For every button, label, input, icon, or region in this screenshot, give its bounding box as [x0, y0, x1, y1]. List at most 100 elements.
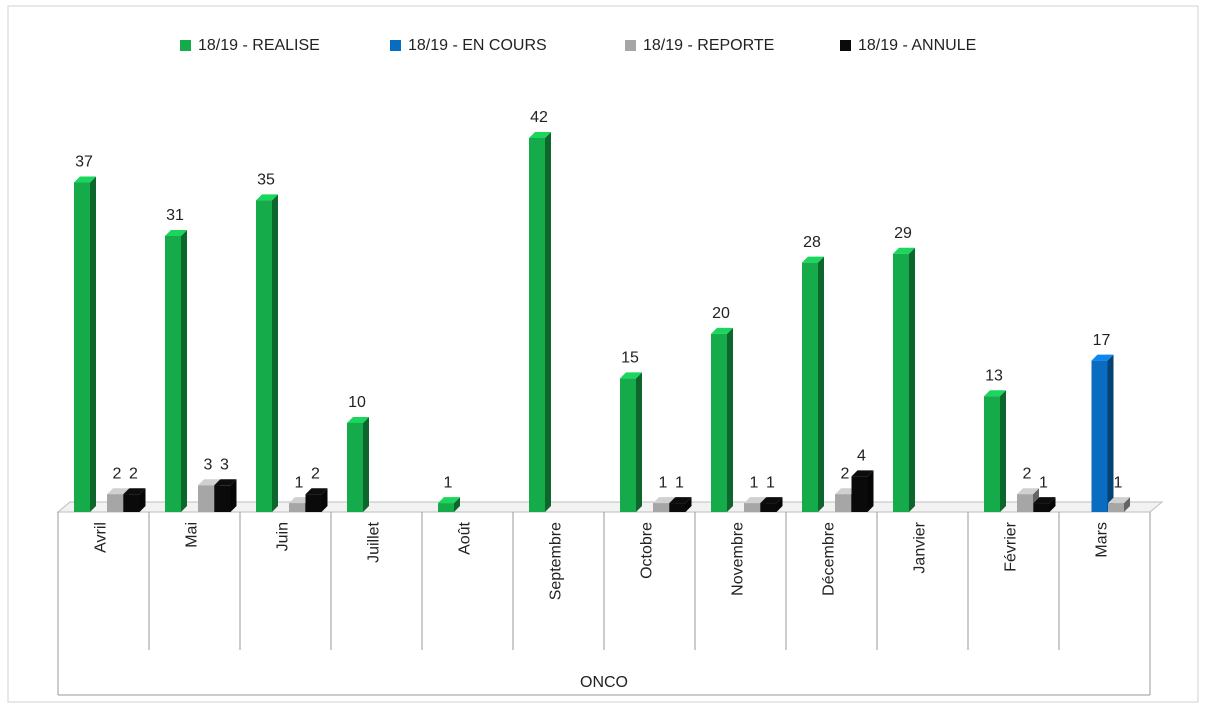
bar-top: [214, 479, 237, 486]
bar: [214, 479, 237, 512]
legend-swatch: [625, 40, 636, 51]
bar-side: [1049, 497, 1056, 512]
bar-top: [438, 497, 460, 504]
bar-front: [305, 494, 322, 512]
bar-top: [256, 194, 278, 201]
legend-label: 18/19 - EN COURS: [408, 37, 547, 54]
bar-side: [818, 256, 824, 512]
bar-top: [123, 488, 146, 495]
bar-side: [321, 488, 328, 512]
bar: [711, 327, 733, 512]
bar: [256, 194, 278, 513]
x-tick-label: Décembre: [821, 522, 838, 596]
value-label: 2: [113, 465, 122, 482]
bar-front: [123, 494, 140, 512]
value-label: 20: [712, 305, 730, 322]
bar-top: [305, 488, 328, 495]
bar-front: [1017, 494, 1033, 512]
bar-top: [165, 229, 187, 236]
bar: [984, 390, 1006, 512]
legend-label: 18/19 - ANNULE: [858, 37, 976, 54]
x-tick-label: Août: [457, 521, 474, 554]
value-label: 3: [220, 457, 229, 474]
bar-top: [1017, 488, 1039, 495]
bar-top: [893, 247, 915, 254]
bar-top: [198, 479, 220, 486]
bar-front: [256, 200, 272, 513]
legend-label: 18/19 - REALISE: [198, 37, 320, 54]
x-tick-label: Janvier: [912, 521, 929, 573]
bar-top: [1033, 497, 1056, 504]
bar-top: [760, 497, 783, 504]
bar-front: [347, 422, 363, 512]
legend-swatch: [390, 40, 401, 51]
value-label: 1: [1114, 474, 1123, 491]
bar-side: [685, 497, 692, 512]
group-label: ONCO: [580, 674, 628, 691]
bar-side: [454, 497, 460, 512]
x-tick-label: Septembre: [548, 522, 565, 600]
chart-border: [7, 5, 1199, 703]
x-tick-label: Mai: [184, 522, 201, 548]
bar: [438, 497, 460, 512]
value-label: 1: [444, 474, 453, 491]
bar-front: [289, 503, 305, 512]
value-label: 2: [841, 465, 850, 482]
bar-top: [620, 372, 642, 379]
bar-front: [744, 503, 760, 512]
bar: [123, 488, 146, 512]
bar: [851, 470, 874, 512]
x-tick-label: Juillet: [366, 521, 383, 562]
bar: [802, 256, 824, 512]
value-label: 31: [166, 207, 184, 224]
bar-top: [984, 390, 1006, 397]
bar-side: [139, 488, 146, 512]
bar-top: [711, 327, 733, 334]
bar-front: [1108, 503, 1124, 512]
x-tick-label: Février: [1003, 521, 1020, 571]
bar-side: [363, 416, 369, 512]
value-label: 15: [621, 350, 639, 367]
value-label: 3: [204, 457, 213, 474]
bar-front: [74, 182, 90, 512]
bar-front: [620, 378, 636, 512]
bar-top: [1108, 497, 1130, 504]
bar: [529, 132, 551, 512]
bar-front: [984, 396, 1000, 512]
value-label: 37: [75, 154, 93, 171]
value-label: 4: [857, 448, 866, 465]
bar-top: [669, 497, 692, 504]
bar: [620, 372, 642, 512]
value-label: 1: [659, 474, 668, 491]
x-tick-label: Avril: [93, 522, 110, 553]
bar-side: [272, 194, 278, 513]
value-label: 1: [1039, 474, 1048, 491]
bar-front: [529, 138, 545, 512]
value-label: 1: [295, 474, 304, 491]
bar: [1033, 497, 1056, 512]
bar-front: [835, 494, 851, 512]
legend-label: 18/19 - REPORTE: [643, 37, 774, 54]
bar: [760, 497, 783, 512]
bar-front: [711, 333, 727, 512]
value-label: 17: [1093, 332, 1111, 349]
bar-front: [893, 253, 909, 512]
bar-front: [1033, 503, 1050, 512]
value-label: 2: [129, 465, 138, 482]
bar: [893, 247, 915, 512]
bar-front: [107, 494, 123, 512]
bar-front: [653, 503, 669, 512]
bar-side: [636, 372, 642, 512]
bar-front: [165, 235, 181, 512]
bar-top: [347, 416, 369, 423]
value-label: 1: [766, 474, 775, 491]
bar-front: [851, 476, 868, 512]
bar-top: [529, 132, 551, 138]
bar-top: [653, 497, 675, 504]
value-label: 28: [803, 234, 821, 251]
bar-side: [230, 479, 237, 512]
bar-top: [802, 256, 824, 263]
value-label: 1: [750, 474, 759, 491]
bar-front: [669, 503, 686, 512]
